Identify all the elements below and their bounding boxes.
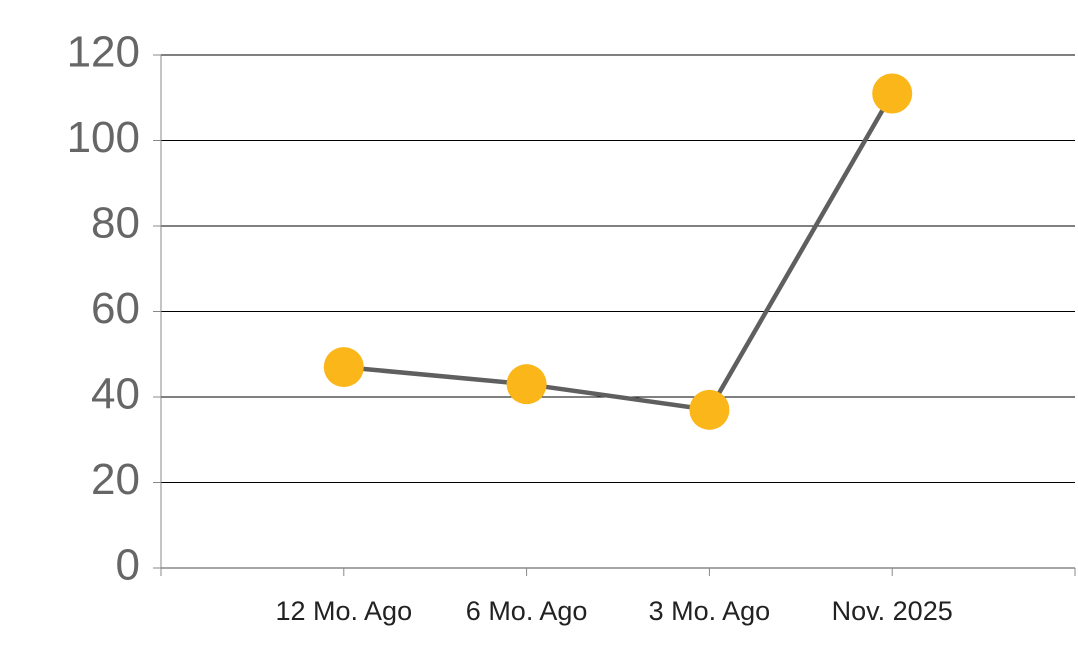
y-tick-label: 40 [91,370,140,419]
y-tick-label: 60 [91,284,140,333]
series-line [343,92,895,413]
y-tick-label: 120 [67,28,140,77]
data-point [689,389,730,430]
x-tick-label: Nov. 2025 [832,596,953,626]
data-point [323,347,364,388]
data-point [872,73,913,114]
x-tick-label: 3 Mo. Ago [649,596,771,626]
data-point [506,364,547,405]
y-tick-label: 20 [91,455,140,504]
y-tick-label: 100 [67,113,140,162]
y-tick-label: 80 [91,199,140,248]
y-tick-label: 0 [116,541,140,590]
x-tick-label: 12 Mo. Ago [275,596,412,626]
x-tick-label: 6 Mo. Ago [466,596,588,626]
